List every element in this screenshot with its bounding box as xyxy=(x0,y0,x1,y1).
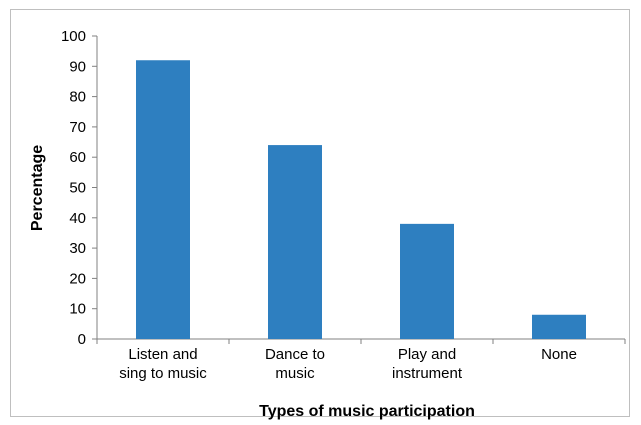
x-tick-label-line: music xyxy=(275,365,315,382)
y-tick-label: 40 xyxy=(69,210,86,227)
x-tick-label-line: None xyxy=(541,346,577,363)
y-axis-title: Percentage xyxy=(29,145,46,231)
x-tick-label-line: Dance to xyxy=(265,346,325,363)
x-axis-labels: Listen and sing to music Dance to music Play… xyxy=(119,346,577,382)
y-tick-label: 100 xyxy=(61,28,86,45)
y-tick-label: 20 xyxy=(69,270,86,287)
y-tick-label: 10 xyxy=(69,301,86,318)
y-tick-label: 70 xyxy=(69,119,86,136)
x-tick-label-line: Listen and xyxy=(128,346,197,363)
x-tick-label-line: sing to music xyxy=(119,365,207,382)
x-axis-title: Types of music participation xyxy=(259,403,475,420)
y-tick-label: 30 xyxy=(69,240,86,257)
y-tick-label: 80 xyxy=(69,89,86,106)
x-tick-label: Listen and sing to music xyxy=(119,346,207,382)
y-axis-ticks: 0 10 20 30 40 50 60 70 80 90 100 xyxy=(61,28,97,348)
x-tick-label: Play and instrument xyxy=(392,346,463,382)
bar xyxy=(532,314,586,339)
y-tick-label: 90 xyxy=(69,58,86,75)
y-tick-label: 0 xyxy=(78,331,86,348)
y-tick-label: 50 xyxy=(69,180,86,197)
x-tick-label: None xyxy=(541,346,577,363)
bar xyxy=(268,145,322,339)
x-tick-label: Dance to music xyxy=(265,346,325,382)
bar xyxy=(400,223,454,339)
x-tick-label-line: instrument xyxy=(392,365,463,382)
y-tick-label: 60 xyxy=(69,149,86,166)
bars xyxy=(136,60,586,340)
bar xyxy=(136,60,190,340)
x-tick-label-line: Play and xyxy=(398,346,456,363)
